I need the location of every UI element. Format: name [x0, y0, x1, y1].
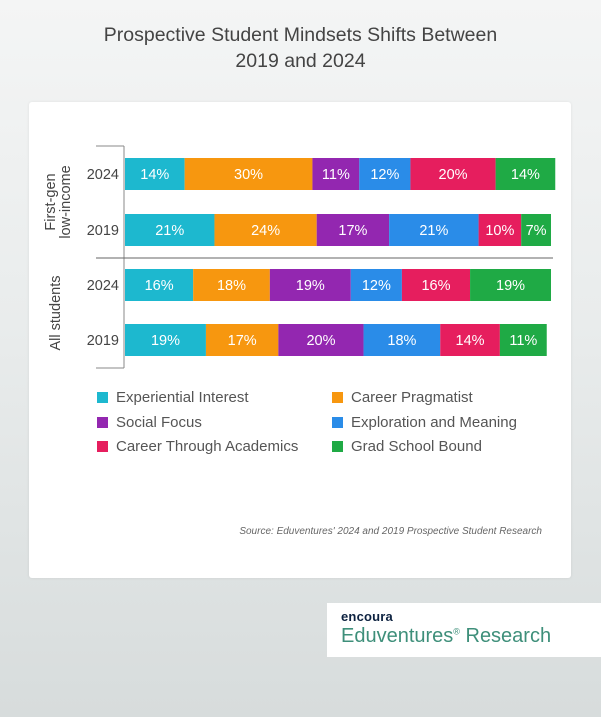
- bar-segment: [410, 158, 496, 190]
- year-tick-label: 2024: [87, 167, 119, 183]
- bar-segment: [389, 214, 479, 246]
- data-label: 14%: [511, 167, 540, 183]
- brand-logo: encoura Eduventures® Research: [327, 603, 601, 657]
- data-label: 7%: [526, 223, 547, 239]
- bar-segment: [214, 214, 317, 246]
- data-label: 11%: [509, 333, 537, 349]
- brand-encoura: encoura: [341, 609, 393, 624]
- data-label: 14%: [140, 167, 169, 183]
- bar-segment: [205, 324, 279, 356]
- data-label: 21%: [155, 223, 184, 239]
- brand-registered-mark: ®: [453, 626, 460, 637]
- data-label: 14%: [456, 333, 485, 349]
- bar-segment: [125, 324, 206, 356]
- bar-segment: [350, 269, 402, 301]
- bar-segment: [401, 269, 471, 301]
- year-tick-label: 2019: [87, 223, 119, 239]
- bar-segment: [470, 269, 551, 301]
- data-label: 12%: [362, 278, 391, 294]
- data-label: 16%: [145, 278, 174, 294]
- bar-segment: [125, 214, 215, 246]
- year-tick-label: 2024: [87, 278, 119, 294]
- group-label: First-genlow-income: [43, 165, 74, 238]
- source-note: Source: Eduventures' 2024 and 2019 Prosp…: [239, 526, 542, 537]
- data-label: 30%: [234, 167, 263, 183]
- data-label: 21%: [419, 223, 448, 239]
- data-label: 17%: [338, 223, 367, 239]
- data-label: 19%: [496, 278, 525, 294]
- chart-title-line-2: 2019 and 2024: [235, 50, 366, 72]
- data-label: 19%: [296, 278, 325, 294]
- data-label: 20%: [306, 333, 335, 349]
- bar-segment: [278, 324, 364, 356]
- bar-segment: [359, 158, 411, 190]
- group-label: All students: [48, 276, 64, 351]
- bar-segment: [495, 158, 556, 190]
- data-label: 24%: [251, 223, 280, 239]
- data-label: 16%: [421, 278, 450, 294]
- bar-segment: [440, 324, 500, 356]
- bar-segment: [269, 269, 351, 301]
- bar-segment: [499, 324, 547, 356]
- brand-name: Eduventures: [341, 625, 454, 647]
- data-label: 18%: [387, 333, 416, 349]
- group-label-line: low-income: [58, 165, 74, 238]
- brand-suffix: Research: [459, 625, 552, 647]
- bar-segment: [316, 214, 390, 246]
- data-label: 12%: [370, 167, 399, 183]
- year-tick-label: 2019: [87, 333, 119, 349]
- data-label: 19%: [151, 333, 180, 349]
- chart-title-line-1: Prospective Student Mindsets Shifts Betw…: [103, 24, 498, 46]
- bar-segment: [184, 158, 313, 190]
- bar-segment: [125, 269, 194, 301]
- data-label: 11%: [322, 167, 350, 183]
- brand-eduventures-research: Eduventures® Research: [341, 625, 551, 648]
- group-label-line: All students: [48, 276, 64, 351]
- bar-segment: [521, 214, 551, 246]
- bar-segment: [478, 214, 522, 246]
- data-label: 18%: [217, 278, 246, 294]
- bar-segment: [125, 158, 185, 190]
- data-label: 10%: [485, 223, 514, 239]
- data-label: 17%: [228, 333, 257, 349]
- bar-segment: [312, 158, 360, 190]
- bar-segment: [193, 269, 270, 301]
- chart-title: Prospective Student Mindsets Shifts Betw…: [0, 22, 601, 74]
- data-label: 20%: [439, 167, 468, 183]
- bar-segment: [363, 324, 441, 356]
- group-label-line: First-gen: [43, 173, 59, 230]
